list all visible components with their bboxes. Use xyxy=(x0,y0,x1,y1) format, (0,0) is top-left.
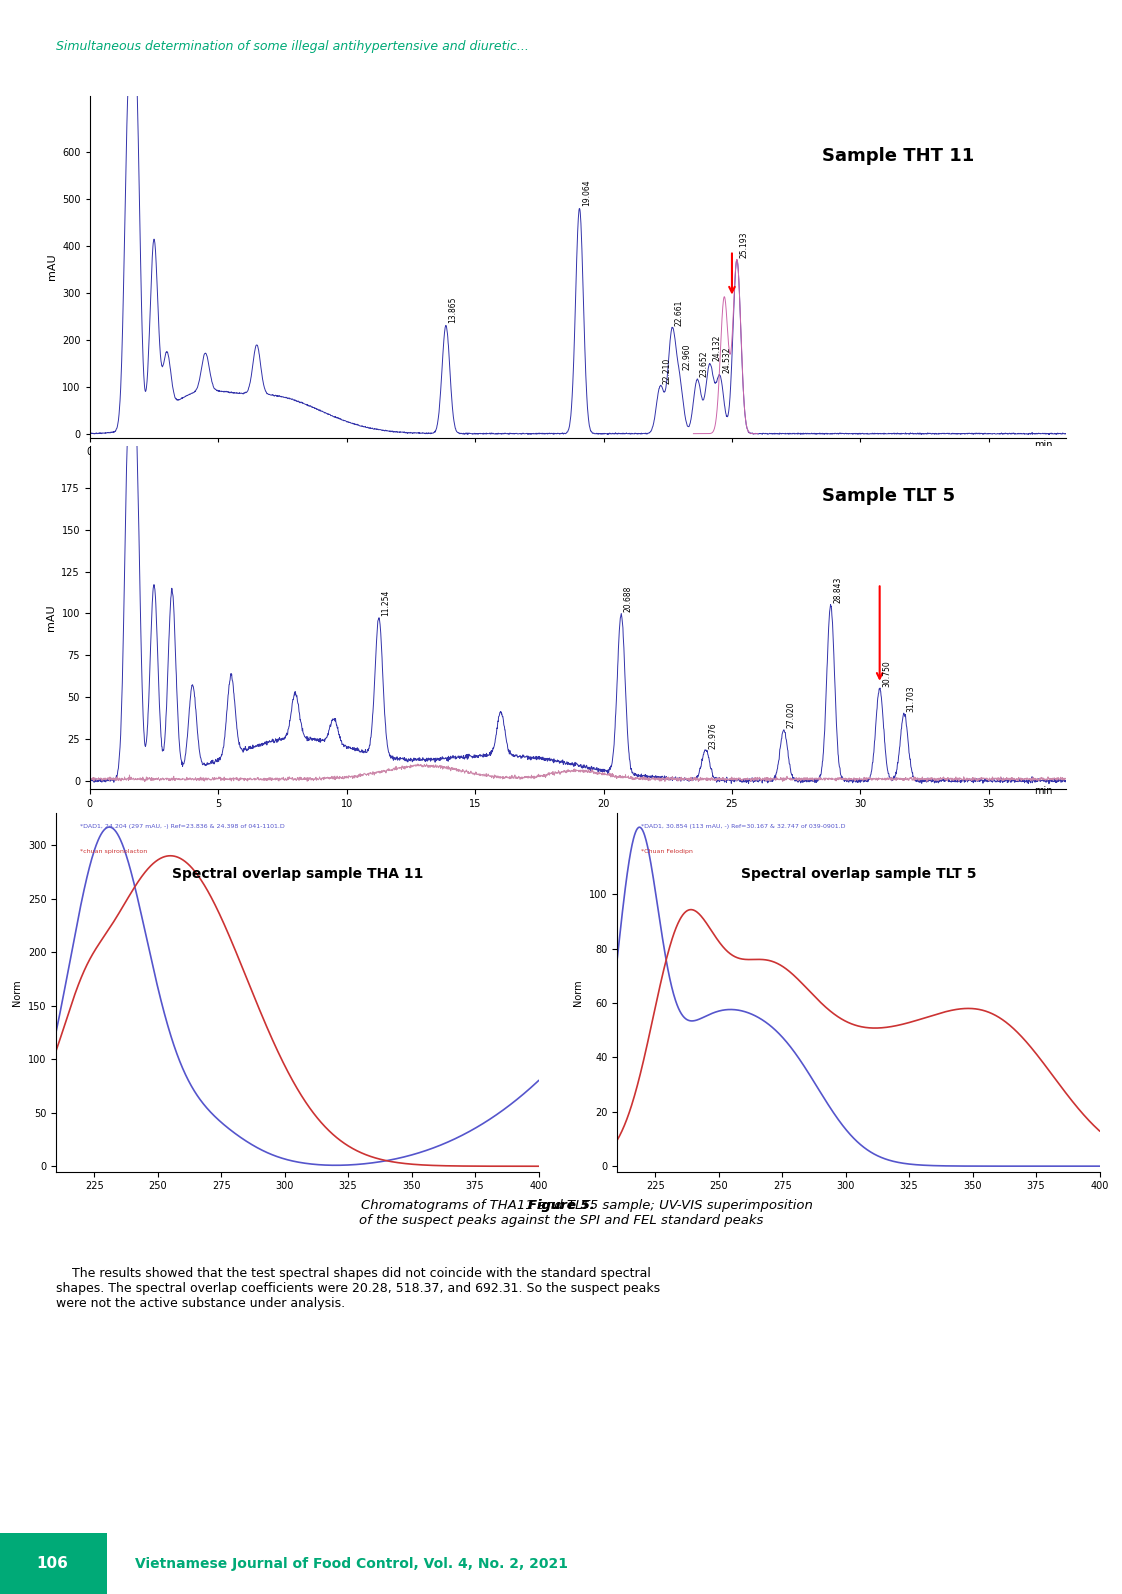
Text: 11.254: 11.254 xyxy=(381,590,390,617)
Text: 19.064: 19.064 xyxy=(582,180,591,206)
Text: *DAD1, 30.854 (113 mAU, -) Ref=30.167 & 32.747 of 039-0901.D: *DAD1, 30.854 (113 mAU, -) Ref=30.167 & … xyxy=(642,824,846,829)
Text: *Chuan Felodipn: *Chuan Felodipn xyxy=(642,850,693,854)
Text: 13.865: 13.865 xyxy=(449,296,458,324)
Text: The results showed that the test spectral shapes did not coincide with the stand: The results showed that the test spectra… xyxy=(56,1267,660,1310)
Text: Sample THT 11: Sample THT 11 xyxy=(821,147,974,166)
Text: Figure 5.: Figure 5. xyxy=(527,1199,595,1211)
Text: 23.652: 23.652 xyxy=(700,351,709,376)
Y-axis label: Norm: Norm xyxy=(12,979,22,1006)
Text: 22.210: 22.210 xyxy=(663,357,672,384)
Text: 30.750: 30.750 xyxy=(882,660,891,687)
Text: 23.976: 23.976 xyxy=(708,722,717,749)
Text: *DAD1, 24.204 (297 mAU, -) Ref=23.836 & 24.398 of 041-1101.D: *DAD1, 24.204 (297 mAU, -) Ref=23.836 & … xyxy=(81,824,285,829)
Text: 28.843: 28.843 xyxy=(834,577,843,603)
Text: Chromatograms of THA11 and TLT5 sample; UV-VIS superimposition
of the suspect pe: Chromatograms of THA11 and TLT5 sample; … xyxy=(310,1199,812,1227)
Text: 20.688: 20.688 xyxy=(624,585,633,612)
Text: min: min xyxy=(1034,786,1054,795)
Text: Spectral overlap sample THA 11: Spectral overlap sample THA 11 xyxy=(172,867,423,881)
Text: Spectral overlap sample TLT 5: Spectral overlap sample TLT 5 xyxy=(741,867,976,881)
Text: Vietnamese Journal of Food Control, Vol. 4, No. 2, 2021: Vietnamese Journal of Food Control, Vol.… xyxy=(135,1557,568,1570)
Text: 106: 106 xyxy=(37,1556,68,1572)
Text: 31.703: 31.703 xyxy=(907,685,916,713)
Y-axis label: mAU: mAU xyxy=(47,253,57,281)
Y-axis label: Norm: Norm xyxy=(573,979,583,1006)
Text: 22.661: 22.661 xyxy=(674,300,683,327)
Text: Figure 5. Chromatograms of THA11 and TLT5 sample; UV-VIS superimposition: Figure 5. Chromatograms of THA11 and TLT… xyxy=(304,1199,818,1211)
Text: 24.132: 24.132 xyxy=(712,335,721,362)
FancyBboxPatch shape xyxy=(0,1533,107,1594)
Text: 22.960: 22.960 xyxy=(682,344,691,370)
Text: Simultaneous determination of some illegal antihypertensive and diuretic...: Simultaneous determination of some illeg… xyxy=(56,40,528,53)
Text: min: min xyxy=(1034,440,1054,450)
Text: Figure 5.: Figure 5. xyxy=(527,1199,595,1211)
Text: *chuan spironolacton: *chuan spironolacton xyxy=(81,850,147,854)
Text: 25.193: 25.193 xyxy=(739,231,748,258)
Text: 27.020: 27.020 xyxy=(787,701,795,728)
Text: Sample TLT 5: Sample TLT 5 xyxy=(821,488,955,505)
Text: 24.532: 24.532 xyxy=(723,346,732,373)
Y-axis label: mAU: mAU xyxy=(46,604,56,631)
